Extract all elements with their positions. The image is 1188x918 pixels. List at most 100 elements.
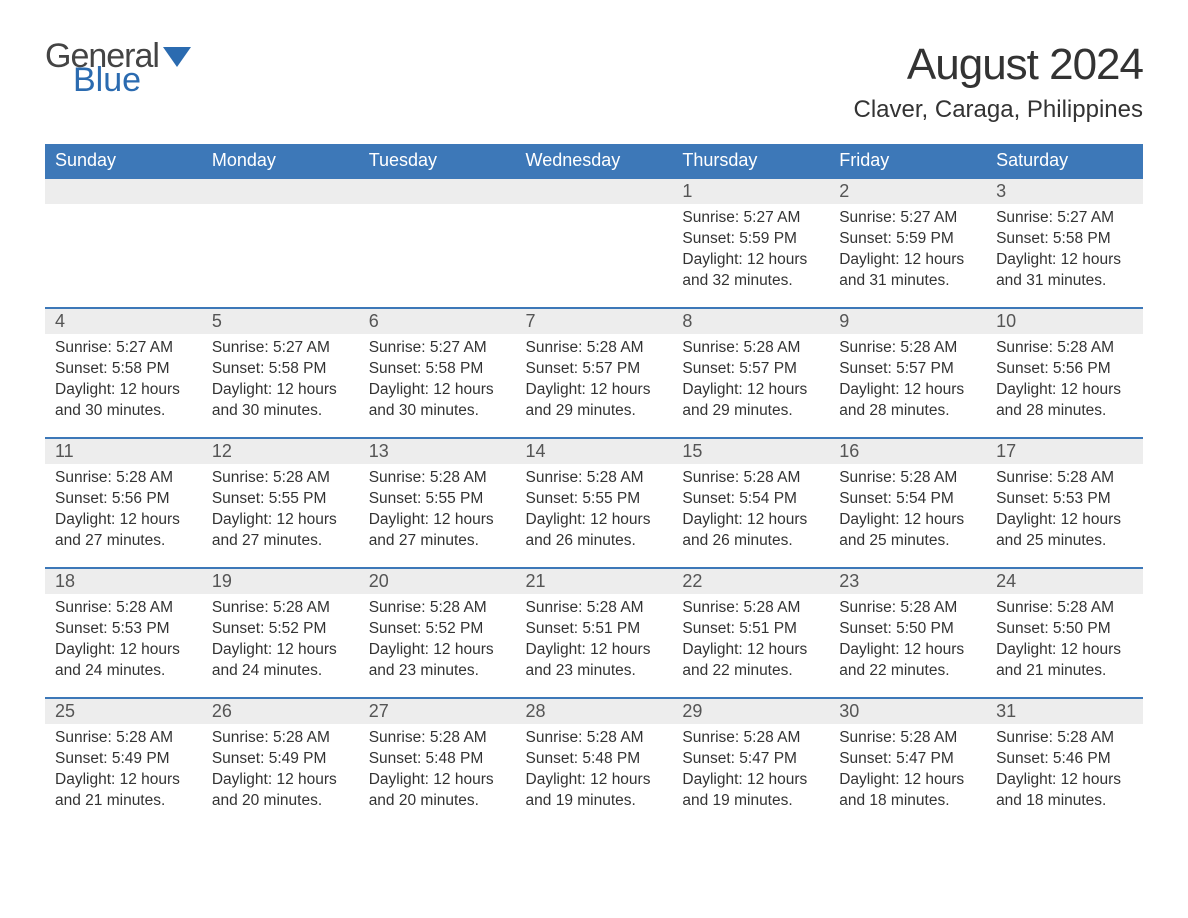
sunset-line: Sunset: 5:48 PM [369, 749, 506, 770]
day-content: Sunrise: 5:28 AMSunset: 5:57 PMDaylight:… [516, 334, 673, 430]
daylight-line: Daylight: 12 hours and 22 minutes. [839, 640, 976, 682]
calendar-cell: 16Sunrise: 5:28 AMSunset: 5:54 PMDayligh… [829, 438, 986, 568]
day-content: Sunrise: 5:27 AMSunset: 5:58 PMDaylight:… [359, 334, 516, 430]
day-number: 23 [829, 569, 986, 594]
sunset-line: Sunset: 5:56 PM [996, 359, 1133, 380]
sunrise-line: Sunrise: 5:27 AM [55, 338, 192, 359]
flag-icon [163, 40, 191, 72]
day-number: 2 [829, 179, 986, 204]
day-number: 27 [359, 699, 516, 724]
sunset-line: Sunset: 5:56 PM [55, 489, 192, 510]
sunrise-line: Sunrise: 5:28 AM [369, 468, 506, 489]
day-number: 3 [986, 179, 1143, 204]
day-content: Sunrise: 5:28 AMSunset: 5:50 PMDaylight:… [986, 594, 1143, 690]
sunrise-line: Sunrise: 5:28 AM [369, 598, 506, 619]
day-number: 30 [829, 699, 986, 724]
daylight-line: Daylight: 12 hours and 30 minutes. [369, 380, 506, 422]
daylight-line: Daylight: 12 hours and 18 minutes. [839, 770, 976, 812]
daylight-line: Daylight: 12 hours and 24 minutes. [55, 640, 192, 682]
sunrise-line: Sunrise: 5:28 AM [55, 728, 192, 749]
calendar-cell: 24Sunrise: 5:28 AMSunset: 5:50 PMDayligh… [986, 568, 1143, 698]
calendar-cell [45, 178, 202, 308]
daylight-line: Daylight: 12 hours and 28 minutes. [996, 380, 1133, 422]
sunset-line: Sunset: 5:51 PM [526, 619, 663, 640]
sunrise-line: Sunrise: 5:28 AM [55, 468, 192, 489]
calendar-cell: 30Sunrise: 5:28 AMSunset: 5:47 PMDayligh… [829, 698, 986, 828]
calendar-cell [202, 178, 359, 308]
calendar-cell: 12Sunrise: 5:28 AMSunset: 5:55 PMDayligh… [202, 438, 359, 568]
sunrise-line: Sunrise: 5:28 AM [682, 338, 819, 359]
day-content: Sunrise: 5:27 AMSunset: 5:58 PMDaylight:… [986, 204, 1143, 300]
sunrise-line: Sunrise: 5:28 AM [212, 728, 349, 749]
day-content: Sunrise: 5:28 AMSunset: 5:52 PMDaylight:… [359, 594, 516, 690]
page-header: General Blue August 2024 Claver, Caraga,… [45, 40, 1143, 124]
calendar-cell: 6Sunrise: 5:27 AMSunset: 5:58 PMDaylight… [359, 308, 516, 438]
daylight-line: Daylight: 12 hours and 25 minutes. [996, 510, 1133, 552]
calendar-cell: 9Sunrise: 5:28 AMSunset: 5:57 PMDaylight… [829, 308, 986, 438]
day-content: Sunrise: 5:28 AMSunset: 5:47 PMDaylight:… [829, 724, 986, 820]
daylight-line: Daylight: 12 hours and 32 minutes. [682, 250, 819, 292]
sunrise-line: Sunrise: 5:28 AM [839, 338, 976, 359]
day-header: Monday [202, 144, 359, 178]
empty-daynum [45, 179, 202, 204]
calendar-cell: 25Sunrise: 5:28 AMSunset: 5:49 PMDayligh… [45, 698, 202, 828]
calendar-cell: 22Sunrise: 5:28 AMSunset: 5:51 PMDayligh… [672, 568, 829, 698]
calendar-cell: 28Sunrise: 5:28 AMSunset: 5:48 PMDayligh… [516, 698, 673, 828]
daylight-line: Daylight: 12 hours and 22 minutes. [682, 640, 819, 682]
sunset-line: Sunset: 5:54 PM [682, 489, 819, 510]
sunrise-line: Sunrise: 5:27 AM [212, 338, 349, 359]
calendar-cell: 15Sunrise: 5:28 AMSunset: 5:54 PMDayligh… [672, 438, 829, 568]
day-number: 26 [202, 699, 359, 724]
calendar-cell: 31Sunrise: 5:28 AMSunset: 5:46 PMDayligh… [986, 698, 1143, 828]
day-header: Tuesday [359, 144, 516, 178]
day-content: Sunrise: 5:28 AMSunset: 5:55 PMDaylight:… [516, 464, 673, 560]
sunrise-line: Sunrise: 5:28 AM [682, 728, 819, 749]
calendar-cell: 18Sunrise: 5:28 AMSunset: 5:53 PMDayligh… [45, 568, 202, 698]
brand-logo: General Blue [45, 40, 191, 97]
day-number: 24 [986, 569, 1143, 594]
day-content: Sunrise: 5:28 AMSunset: 5:53 PMDaylight:… [45, 594, 202, 690]
daylight-line: Daylight: 12 hours and 24 minutes. [212, 640, 349, 682]
calendar-cell: 13Sunrise: 5:28 AMSunset: 5:55 PMDayligh… [359, 438, 516, 568]
calendar-cell: 11Sunrise: 5:28 AMSunset: 5:56 PMDayligh… [45, 438, 202, 568]
sunrise-line: Sunrise: 5:27 AM [369, 338, 506, 359]
sunrise-line: Sunrise: 5:28 AM [55, 598, 192, 619]
day-number: 29 [672, 699, 829, 724]
empty-daynum [516, 179, 673, 204]
day-number: 7 [516, 309, 673, 334]
sunset-line: Sunset: 5:55 PM [212, 489, 349, 510]
calendar-cell [359, 178, 516, 308]
day-content: Sunrise: 5:28 AMSunset: 5:49 PMDaylight:… [202, 724, 359, 820]
sunrise-line: Sunrise: 5:28 AM [839, 728, 976, 749]
daylight-line: Daylight: 12 hours and 21 minutes. [55, 770, 192, 812]
day-number: 21 [516, 569, 673, 594]
day-number: 16 [829, 439, 986, 464]
day-number: 1 [672, 179, 829, 204]
day-number: 4 [45, 309, 202, 334]
day-header: Wednesday [516, 144, 673, 178]
sunrise-line: Sunrise: 5:28 AM [526, 338, 663, 359]
calendar-cell: 4Sunrise: 5:27 AMSunset: 5:58 PMDaylight… [45, 308, 202, 438]
location-subtitle: Claver, Caraga, Philippines [854, 96, 1144, 124]
sunset-line: Sunset: 5:57 PM [526, 359, 663, 380]
day-content: Sunrise: 5:28 AMSunset: 5:47 PMDaylight:… [672, 724, 829, 820]
day-content: Sunrise: 5:28 AMSunset: 5:49 PMDaylight:… [45, 724, 202, 820]
daylight-line: Daylight: 12 hours and 26 minutes. [526, 510, 663, 552]
calendar-cell: 27Sunrise: 5:28 AMSunset: 5:48 PMDayligh… [359, 698, 516, 828]
daylight-line: Daylight: 12 hours and 27 minutes. [55, 510, 192, 552]
daylight-line: Daylight: 12 hours and 31 minutes. [839, 250, 976, 292]
sunrise-line: Sunrise: 5:28 AM [526, 598, 663, 619]
calendar-cell [516, 178, 673, 308]
sunrise-line: Sunrise: 5:28 AM [212, 468, 349, 489]
sunrise-line: Sunrise: 5:27 AM [996, 208, 1133, 229]
day-content: Sunrise: 5:28 AMSunset: 5:55 PMDaylight:… [202, 464, 359, 560]
sunrise-line: Sunrise: 5:27 AM [839, 208, 976, 229]
day-content: Sunrise: 5:28 AMSunset: 5:57 PMDaylight:… [829, 334, 986, 430]
daylight-line: Daylight: 12 hours and 25 minutes. [839, 510, 976, 552]
sunset-line: Sunset: 5:53 PM [55, 619, 192, 640]
title-block: August 2024 Claver, Caraga, Philippines [854, 40, 1144, 124]
daylight-line: Daylight: 12 hours and 29 minutes. [682, 380, 819, 422]
day-content: Sunrise: 5:28 AMSunset: 5:56 PMDaylight:… [45, 464, 202, 560]
daylight-line: Daylight: 12 hours and 20 minutes. [212, 770, 349, 812]
day-content: Sunrise: 5:28 AMSunset: 5:54 PMDaylight:… [672, 464, 829, 560]
